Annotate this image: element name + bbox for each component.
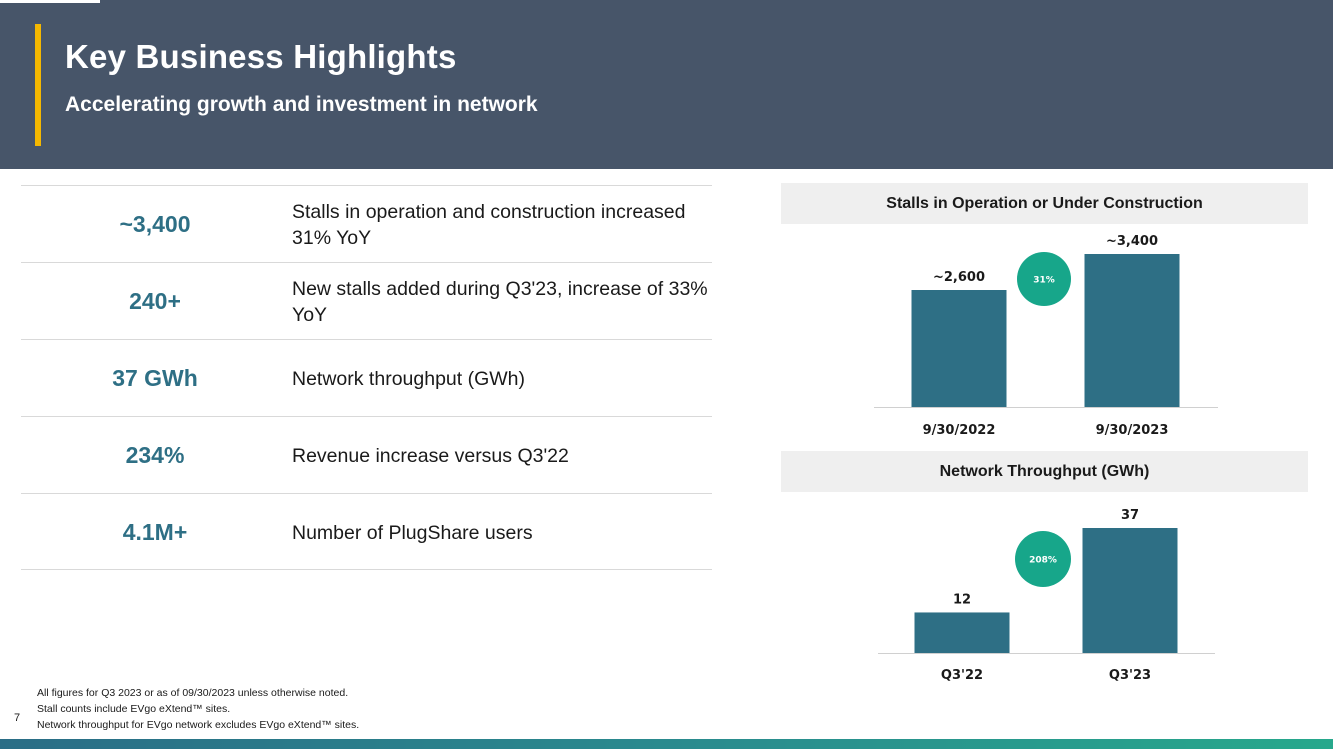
data-label: 12 [953, 592, 971, 607]
footnote: Network throughput for EVgo network excl… [37, 719, 360, 731]
highlight-row: ~3,400 Stalls in operation and construct… [21, 185, 712, 262]
bar [911, 290, 1007, 407]
highlight-description: Number of PlugShare users [292, 521, 533, 544]
footer-band [0, 739, 1333, 749]
slide-title: Key Business Highlights [65, 38, 457, 75]
highlight-row: 4.1M+ Number of PlugShare users [21, 493, 712, 570]
growth-label: 208% [1029, 556, 1057, 566]
data-label: ~2,600 [933, 270, 985, 285]
throughput-chart-panel: Network Throughput (GWh) 12 Q3'22 37 Q3'23 2… [781, 451, 1308, 691]
highlight-row: 240+ New stalls added during Q3'23, incr… [21, 262, 712, 339]
data-label: ~3,400 [1106, 234, 1158, 249]
highlight-description: Stalls in operation and construction inc… [292, 200, 686, 249]
stalls-bar-chart: ~2,600 9/30/2022 ~3,400 9/30/2023 31% [874, 234, 1218, 438]
category-label: Q3'22 [941, 668, 983, 683]
highlight-value: ~3,400 [119, 211, 191, 237]
page-number: 7 [14, 712, 21, 724]
throughput-chart-title: Network Throughput (GWh) [781, 451, 1308, 492]
stalls-chart-title: Stalls in Operation or Under Constructio… [781, 183, 1308, 224]
highlight-row: 234% Revenue increase versus Q3'22 [21, 416, 712, 493]
highlight-value: 37 GWh [112, 365, 198, 391]
data-label: 37 [1121, 508, 1139, 523]
highlights-table: ~3,400 Stalls in operation and construct… [21, 185, 712, 570]
category-label: Q3'23 [1109, 668, 1151, 683]
growth-badge [1017, 252, 1071, 306]
category-label: 9/30/2023 [1096, 423, 1169, 438]
growth-badge [1015, 531, 1071, 587]
footnote: All figures for Q3 2023 or as of 09/30/2… [37, 687, 349, 699]
highlight-description: Revenue increase versus Q3'22 [292, 444, 569, 467]
bar [914, 612, 1010, 653]
footnotes: All figures for Q3 2023 or as of 09/30/2… [37, 685, 359, 733]
highlight-value: 4.1M+ [122, 519, 188, 545]
highlight-value: 240+ [129, 288, 181, 314]
category-label: 9/30/2022 [923, 423, 996, 438]
highlight-description: New stalls added during Q3'23, increase … [292, 277, 708, 326]
footnote: Stall counts include EVgo eXtend™ sites. [37, 703, 231, 715]
bar [1084, 254, 1180, 407]
highlight-description: Network throughput (GWh) [292, 367, 526, 390]
stalls-chart-panel: Stalls in Operation or Under Constructio… [781, 183, 1308, 448]
header-notch [0, 0, 100, 3]
highlight-row: 37 GWh Network throughput (GWh) [21, 339, 712, 416]
throughput-bar-chart: 12 Q3'22 37 Q3'23 208% [878, 508, 1215, 683]
bar [1082, 528, 1178, 653]
slide-subtitle: Accelerating growth and investment in ne… [65, 93, 538, 116]
slide-header: Key Business Highlights Accelerating gro… [0, 0, 1333, 169]
highlight-value: 234% [125, 442, 185, 468]
header-accent-bar [35, 24, 41, 146]
growth-label: 31% [1033, 276, 1055, 286]
